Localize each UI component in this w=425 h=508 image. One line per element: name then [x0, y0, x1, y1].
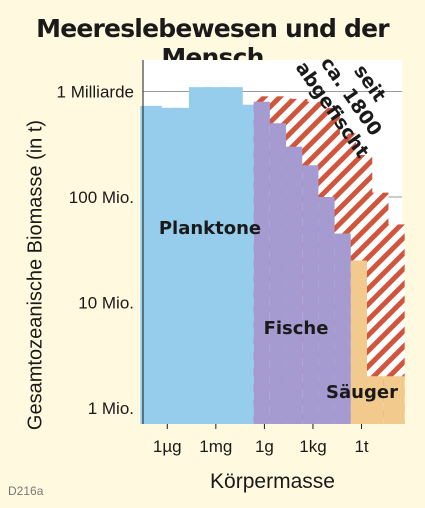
- y-tick-label: 1 Milliarde: [57, 83, 134, 102]
- bar-fish: [302, 165, 324, 424]
- bar-mammals: [383, 376, 405, 424]
- bar-plankton: [221, 87, 243, 425]
- y-axis-title: Gesamtozeanische Biomasse (in t): [24, 119, 47, 431]
- y-tick-label: 100 Mio.: [69, 188, 134, 207]
- bar-plankton: [172, 107, 195, 424]
- region-label-fish: Fische: [264, 318, 329, 339]
- region-label-plankton: Planktone: [159, 218, 261, 239]
- bar-plankton: [140, 105, 162, 425]
- region-label-mammals: Säuger: [326, 382, 398, 403]
- bar-fish: [269, 123, 292, 424]
- bar-plankton: [237, 104, 259, 425]
- bar-fish: [318, 197, 340, 424]
- bar-mammals: [366, 376, 389, 424]
- bar-fish: [334, 233, 357, 424]
- bar-plankton: [156, 107, 179, 424]
- x-tick-label: 1µg: [153, 437, 182, 456]
- graphic-id-badge: D216a: [8, 484, 44, 498]
- bar-fish: [253, 101, 276, 425]
- x-tick-label: 1g: [255, 437, 274, 456]
- chart-title: Meereslebewesen und der Mensch: [36, 14, 390, 72]
- x-tick-label: 1kg: [299, 437, 326, 456]
- hatched-bar-pre-1800: [383, 224, 405, 424]
- x-tick-label: 1t: [354, 437, 368, 456]
- hatched-bar-pre-1800: [366, 192, 389, 424]
- bar-mammals: [350, 260, 373, 424]
- x-tick-label: 1mg: [199, 437, 232, 456]
- bar-plankton: [188, 87, 211, 425]
- y-tick-label: 1 Mio.: [88, 399, 134, 418]
- bar-plankton: [205, 87, 227, 425]
- x-axis-title: Körpermasse: [210, 470, 335, 493]
- y-tick-label: 10 Mio.: [78, 294, 134, 313]
- bar-fish: [286, 146, 308, 425]
